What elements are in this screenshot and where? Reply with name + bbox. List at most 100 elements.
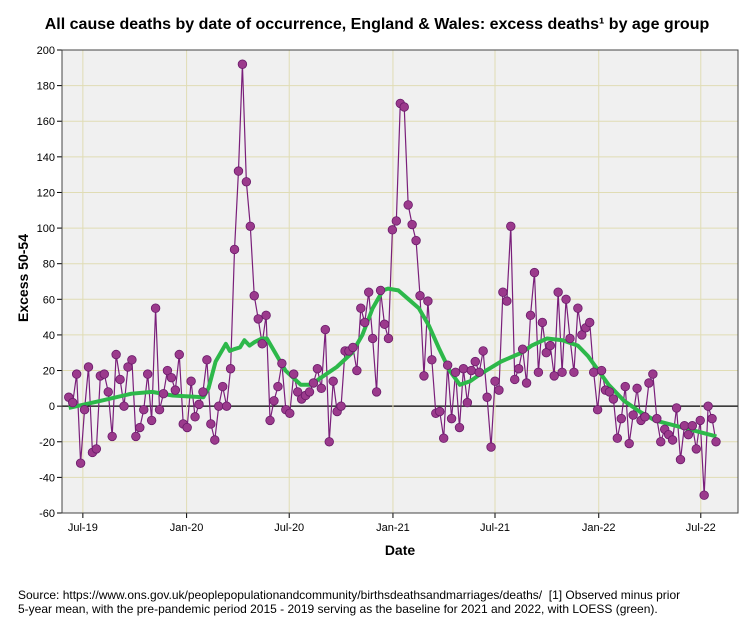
data-point	[289, 369, 299, 379]
data-point	[174, 349, 184, 360]
data-point	[107, 431, 117, 442]
data-point	[510, 374, 520, 385]
data-point	[403, 200, 413, 210]
y-tick-label: 60	[43, 294, 55, 306]
data-point	[352, 365, 362, 376]
data-point	[423, 296, 433, 306]
data-point	[304, 387, 315, 397]
data-point	[142, 369, 153, 379]
data-point	[371, 387, 382, 397]
y-axis-label: Excess 50-54	[15, 234, 31, 322]
data-point	[182, 422, 192, 433]
data-point	[411, 235, 421, 246]
data-point	[435, 406, 445, 417]
data-point	[525, 310, 536, 321]
x-tick-label: Jul-20	[274, 522, 304, 534]
data-point	[237, 59, 248, 69]
data-point	[233, 166, 244, 176]
plot-border	[61, 49, 739, 514]
data-point	[214, 401, 224, 411]
data-point	[502, 296, 512, 306]
data-point	[533, 367, 544, 378]
data-point	[588, 367, 599, 378]
data-point	[549, 371, 559, 381]
data-point	[265, 415, 275, 426]
data-point	[285, 408, 295, 418]
x-tick-label: Jan-20	[170, 522, 204, 534]
data-point	[210, 435, 220, 445]
data-point	[521, 378, 532, 388]
y-tick-label: 200	[37, 45, 55, 57]
data-point	[292, 387, 303, 397]
data-point	[561, 294, 571, 305]
data-point	[249, 291, 259, 301]
y-tick-label: -60	[39, 508, 55, 520]
data-point	[348, 342, 358, 353]
data-point	[269, 396, 279, 406]
data-point	[190, 412, 200, 422]
data-point	[450, 367, 461, 378]
data-point	[454, 422, 465, 433]
data-point	[229, 244, 240, 255]
data-point	[707, 413, 717, 424]
data-point	[399, 102, 409, 112]
data-point	[470, 356, 480, 367]
data-point	[494, 385, 504, 395]
y-tick-label: 140	[37, 152, 55, 164]
data-point	[565, 333, 575, 344]
data-point	[150, 303, 161, 313]
data-point	[675, 454, 686, 465]
data-point	[620, 381, 630, 392]
data-point	[679, 421, 690, 431]
data-point	[253, 314, 263, 324]
y-tick-label: -40	[39, 472, 55, 484]
data-point	[166, 372, 177, 383]
loess-curve	[68, 286, 717, 439]
x-axis-label: Date	[384, 542, 416, 558]
data-point	[648, 369, 658, 379]
y-tick-label: 20	[43, 366, 55, 378]
data-point	[691, 444, 701, 454]
data-point	[217, 381, 228, 392]
data-point	[482, 392, 492, 402]
footnote-line-1: Source: https://www.ons.gov.uk/peoplepop…	[18, 588, 681, 602]
data-point	[537, 317, 548, 328]
data-point	[529, 267, 540, 278]
data-point	[604, 387, 615, 397]
data-point	[683, 429, 694, 440]
data-point	[312, 364, 323, 374]
data-point	[466, 365, 477, 376]
data-point	[261, 310, 271, 321]
data-point	[427, 355, 437, 365]
data-point	[320, 324, 330, 335]
data-point	[245, 221, 256, 231]
data-point	[644, 378, 654, 388]
data-point	[695, 415, 705, 426]
data-point	[387, 225, 398, 235]
data-point	[146, 415, 157, 426]
data-point	[273, 381, 283, 392]
data-point	[612, 433, 623, 443]
data-point	[474, 367, 484, 378]
x-tick-label: Jan-22	[582, 522, 616, 534]
data-point	[703, 401, 713, 411]
data-point	[391, 216, 402, 226]
data-point	[446, 413, 457, 424]
y-tick-label: 80	[43, 259, 55, 271]
data-point	[506, 221, 516, 231]
data-point	[119, 401, 129, 411]
data-point	[206, 419, 216, 429]
data-point	[671, 403, 682, 413]
data-point	[553, 287, 563, 297]
data-point	[257, 339, 267, 349]
data-point	[186, 376, 196, 386]
data-point	[360, 317, 370, 328]
chart-title: All cause deaths by date of occurrence, …	[44, 16, 710, 33]
data-point	[517, 344, 528, 354]
data-point	[336, 401, 346, 411]
y-tick-label: 120	[37, 187, 55, 199]
data-point	[91, 444, 102, 454]
data-point	[225, 364, 236, 374]
data-point	[379, 319, 390, 329]
data-point	[541, 348, 552, 358]
